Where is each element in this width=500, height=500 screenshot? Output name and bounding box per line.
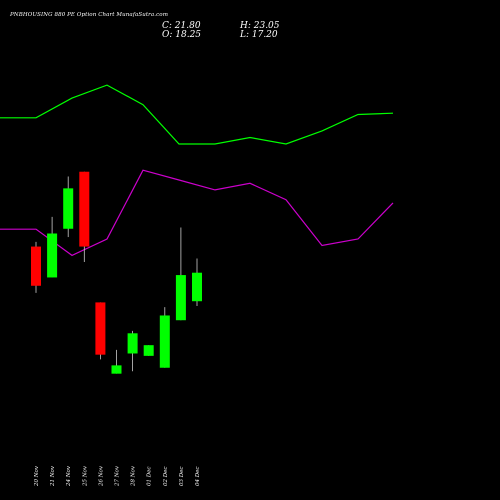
high-value: H: 23.05 bbox=[240, 21, 280, 31]
candle bbox=[159, 307, 170, 368]
candle-body bbox=[63, 188, 74, 229]
candle bbox=[95, 302, 106, 360]
x-axis-labels: 20 Nov 21 Nov 24 Nov 25 Nov 26 Nov 27 Nov 28 N… bbox=[34, 465, 201, 487]
candle-body bbox=[79, 171, 90, 247]
line-series-group bbox=[0, 84, 394, 257]
close-value: C: 21.80 bbox=[162, 21, 201, 31]
candle-body bbox=[95, 302, 106, 355]
x-tick-label: 24 Nov bbox=[66, 465, 72, 487]
open-value: O: 18.25 bbox=[162, 30, 202, 40]
candle-body bbox=[111, 365, 122, 374]
candle-body bbox=[47, 233, 58, 278]
chart-title: PNBHOUSING 880 PE Option Chart MunafaSut… bbox=[10, 12, 169, 18]
x-tick-label: 20 Nov bbox=[34, 465, 40, 487]
x-tick-label: 21 Nov bbox=[50, 465, 56, 487]
x-tick-label: 01 Dec bbox=[147, 467, 153, 487]
candle bbox=[79, 171, 90, 263]
line-series-1 bbox=[0, 84, 394, 145]
candle bbox=[192, 258, 202, 306]
candle-body bbox=[127, 333, 138, 354]
candle bbox=[31, 241, 41, 293]
candle-body bbox=[175, 275, 186, 321]
x-tick-label: 26 Nov bbox=[98, 465, 104, 487]
candle bbox=[111, 349, 122, 374]
x-tick-label: 02 Dec bbox=[163, 467, 169, 487]
candle bbox=[127, 330, 138, 372]
candle bbox=[175, 227, 186, 321]
candle bbox=[47, 216, 58, 278]
candles-group bbox=[31, 171, 202, 374]
x-tick-label: 04 Dec bbox=[195, 467, 201, 487]
x-tick-label: 03 Dec bbox=[179, 467, 185, 487]
low-value: L: 17.20 bbox=[240, 30, 278, 40]
x-tick-label: 28 Nov bbox=[131, 465, 137, 487]
x-tick-label: 25 Nov bbox=[82, 465, 88, 487]
candle-body bbox=[31, 246, 41, 286]
candle-body bbox=[192, 272, 202, 302]
candle bbox=[63, 176, 74, 238]
candle bbox=[143, 345, 154, 356]
line-series-2 bbox=[0, 169, 394, 257]
candle-body bbox=[159, 315, 170, 368]
candle-body bbox=[143, 345, 154, 356]
x-tick-label: 27 Nov bbox=[115, 465, 121, 487]
